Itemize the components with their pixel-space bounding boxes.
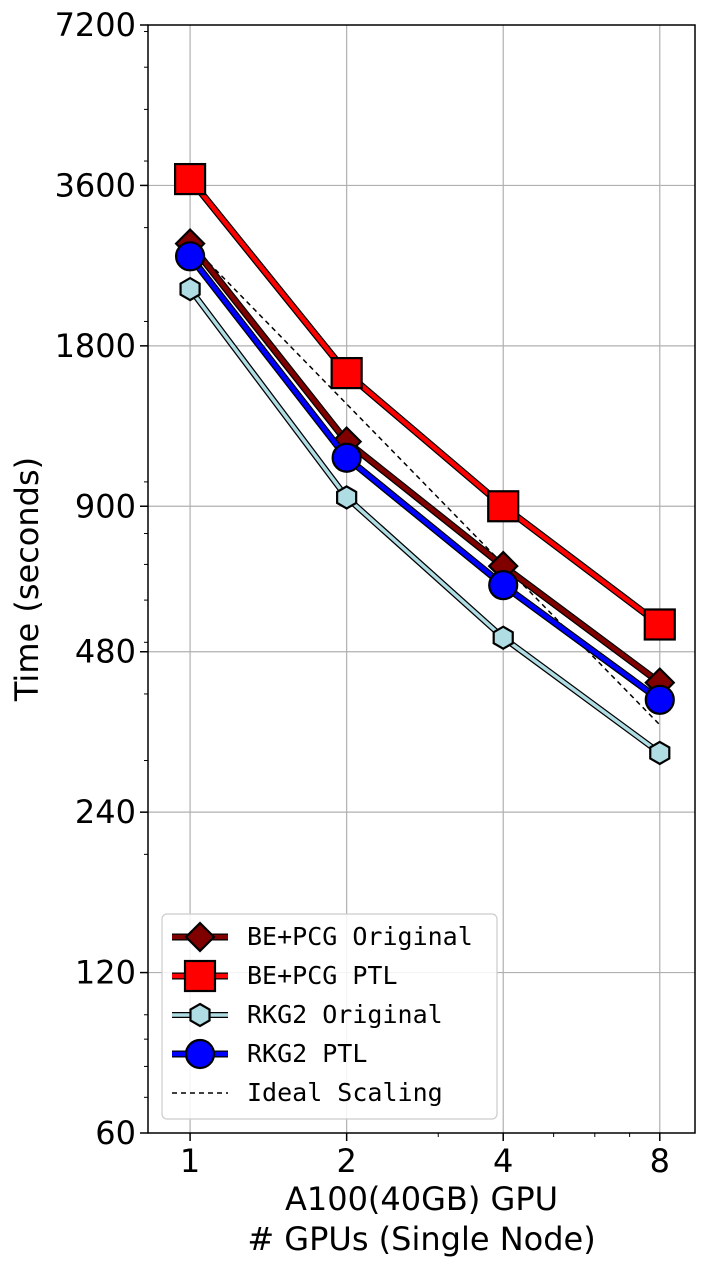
legend-entry-be-pcg-original: BE+PCG Original bbox=[172, 921, 473, 953]
legend-marker-rkg2-original bbox=[189, 1002, 211, 1028]
y-tick-label: 60 bbox=[95, 1114, 136, 1152]
series-rkg2-ptl bbox=[174, 241, 675, 715]
data-point-be-pcg-ptl bbox=[173, 162, 207, 196]
y-tick-label: 480 bbox=[75, 633, 136, 671]
axis-ticks: 1 2 4 8 60 120 240 480 900 1800 3600 7200 bbox=[55, 6, 670, 1180]
plot-frame bbox=[147, 24, 696, 1134]
data-point-rkg2-ptl bbox=[174, 241, 206, 272]
series-ideal-scaling bbox=[189, 243, 661, 726]
x-tick-label: 4 bbox=[493, 1142, 513, 1180]
legend-marker-be-pcg-original bbox=[184, 921, 216, 953]
legend-entry-ideal-scaling: Ideal Scaling bbox=[172, 1078, 443, 1107]
x-axis-label-line2: # GPUs (Single Node) bbox=[247, 1220, 595, 1258]
x-tick-label: 1 bbox=[180, 1142, 200, 1180]
data-point-rkg2-ptl bbox=[644, 684, 675, 715]
y-tick-label: 3600 bbox=[55, 166, 136, 204]
series-be-pcg-ptl bbox=[173, 162, 676, 641]
x-axis-label-line1: A100(40GB) GPU bbox=[285, 1180, 558, 1218]
legend-entry-be-pcg-ptl: BE+PCG PTL bbox=[172, 959, 398, 993]
legend-entry-rkg2-ptl: RKG2 PTL bbox=[172, 1038, 367, 1070]
x-tick-label: 2 bbox=[336, 1142, 356, 1180]
legend-label-be-pcg-original: BE+PCG Original bbox=[247, 922, 473, 951]
data-point-rkg2-ptl bbox=[331, 442, 362, 473]
series-line-rkg2-ptl bbox=[188, 254, 662, 702]
series-rkg2-original bbox=[179, 276, 671, 766]
series-line-ideal-scaling bbox=[189, 243, 661, 726]
data-point-rkg2-original bbox=[492, 625, 514, 650]
series-be-pcg-original bbox=[174, 228, 676, 699]
data-point-rkg2-original bbox=[649, 740, 671, 766]
y-tick-label: 240 bbox=[75, 793, 136, 831]
data-point-rkg2-original bbox=[336, 485, 358, 510]
y-tick-label: 120 bbox=[75, 954, 136, 992]
legend-marker-be-pcg-ptl bbox=[183, 959, 217, 993]
data-point-rkg2-ptl bbox=[488, 570, 519, 601]
y-tick-label: 900 bbox=[75, 487, 136, 525]
data-point-rkg2-original bbox=[179, 276, 201, 302]
y-axis-label: Time (seconds) bbox=[8, 457, 46, 702]
legend-label-rkg2-original: RKG2 Original bbox=[247, 1000, 443, 1029]
legend-label-rkg2-ptl: RKG2 PTL bbox=[247, 1039, 367, 1068]
series-line-be-pcg-original-outline bbox=[187, 241, 662, 686]
series-line-rkg2-original bbox=[188, 288, 661, 755]
data-point-be-pcg-ptl bbox=[330, 356, 363, 390]
legend-marker-rkg2-ptl bbox=[184, 1038, 216, 1070]
y-tick-label: 7200 bbox=[55, 6, 136, 44]
x-tick-label: 8 bbox=[650, 1142, 670, 1180]
series-line-be-pcg-ptl bbox=[188, 177, 662, 627]
data-point-be-pcg-ptl bbox=[487, 490, 520, 523]
data-point-be-pcg-ptl bbox=[643, 608, 676, 641]
series-line-be-pcg-original bbox=[188, 242, 662, 685]
legend-label-ideal-scaling: Ideal Scaling bbox=[247, 1078, 443, 1107]
y-tick-label: 1800 bbox=[55, 327, 136, 365]
legend-label-be-pcg-ptl: BE+PCG PTL bbox=[247, 961, 398, 990]
legend: BE+PCG Original BE+PCG PTL RKG2 Original RK… bbox=[161, 913, 498, 1120]
series-group bbox=[173, 162, 676, 766]
legend-box bbox=[161, 913, 498, 1120]
legend-entry-rkg2-original: RKG2 Original bbox=[172, 1000, 443, 1029]
series-line-be-pcg-ptl-outline bbox=[187, 176, 662, 628]
